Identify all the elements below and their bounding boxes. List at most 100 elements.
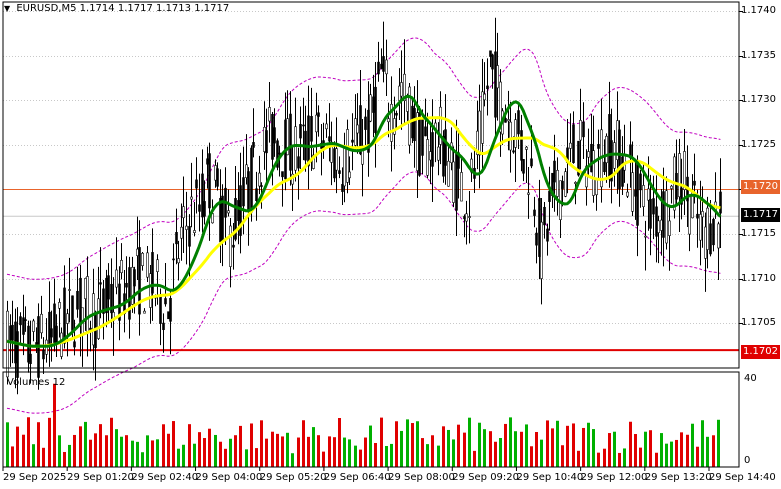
candle-body: [136, 248, 139, 256]
volume-bar: [42, 447, 45, 467]
volume-bar: [338, 418, 341, 467]
volume-bar: [224, 448, 227, 467]
candle-body: [390, 103, 393, 142]
candle-body: [361, 149, 364, 165]
candle-body: [242, 177, 245, 207]
candle-body: [68, 289, 71, 291]
volume-bar: [499, 437, 502, 467]
candle-body: [496, 65, 499, 89]
candle-body: [289, 113, 292, 171]
volume-bar: [328, 436, 331, 467]
time-axis-label: 29 Sep 05:20: [259, 472, 327, 483]
volume-bar: [540, 439, 543, 467]
volume-bar: [634, 434, 637, 467]
candle-body: [107, 275, 110, 300]
volume-bar: [691, 423, 694, 467]
time-axis-label: 29 Sep 12:00: [580, 472, 648, 483]
volume-bar: [561, 445, 564, 467]
volume-bar: [291, 453, 294, 467]
volume-bar: [680, 432, 683, 467]
volume-bar: [603, 448, 606, 467]
volume-bar: [452, 439, 455, 467]
candle-body: [533, 209, 536, 216]
candle-body: [50, 328, 53, 338]
candle-body: [597, 144, 600, 149]
volume-bar: [613, 431, 616, 467]
candle-body: [426, 139, 429, 176]
volume-bar: [6, 422, 9, 467]
candle-body: [587, 151, 590, 158]
chart-menu-triangle-icon[interactable]: ▼: [4, 4, 11, 13]
candle-body: [662, 191, 665, 238]
volume-bar: [369, 425, 372, 467]
volume-bar: [520, 431, 523, 467]
candle-body: [105, 277, 108, 314]
candle-body: [245, 164, 248, 179]
candle-body: [299, 124, 302, 139]
volume-bar: [182, 444, 185, 467]
volume-bar: [239, 425, 242, 467]
volume-bar: [99, 424, 102, 467]
candle-body: [364, 116, 367, 130]
candle-body: [312, 154, 315, 169]
candle-body: [16, 331, 19, 378]
volume-bar: [276, 433, 279, 467]
candle-body: [450, 142, 453, 163]
volume-bar: [265, 438, 268, 467]
volume-bar: [623, 448, 626, 467]
volume-bar: [53, 383, 56, 467]
candle-body: [424, 126, 427, 137]
volume-bar: [141, 452, 144, 467]
volume-bar: [546, 420, 549, 467]
candle-body: [55, 325, 58, 344]
candle-body: [258, 172, 261, 187]
volume-bar: [167, 433, 170, 467]
volume-bar: [587, 422, 590, 467]
candle-body: [439, 106, 442, 145]
time-axis-label: 29 Sep 04:00: [195, 472, 263, 483]
candle-body: [382, 56, 385, 72]
volume-bar: [582, 427, 585, 467]
candle-body: [403, 73, 406, 101]
candle-body: [460, 172, 463, 202]
price-axis-label: 1.1735: [741, 49, 776, 61]
candle-body: [252, 142, 255, 148]
time-axis-label: 29 Sep 08:00: [388, 472, 455, 483]
candle-body: [151, 252, 154, 294]
slow-moving-average: [6, 116, 721, 348]
price-panel-frame: [2, 1, 740, 369]
candle-body: [444, 129, 447, 166]
candle-body: [110, 283, 113, 314]
candle-body: [530, 158, 533, 167]
price-axis-label: 1.1705: [741, 316, 776, 328]
candle-body: [260, 185, 263, 187]
candle-body: [341, 184, 344, 192]
volume-bar: [535, 432, 538, 467]
candle-body: [175, 232, 178, 245]
candle-body: [58, 302, 61, 309]
candle-body: [678, 153, 681, 198]
candle-body: [317, 112, 320, 117]
time-axis-label: 29 Sep 09:20: [452, 472, 520, 483]
candle-body: [527, 192, 530, 195]
volume-bar: [463, 432, 466, 467]
candle-body: [504, 118, 507, 123]
volume-bar: [514, 431, 517, 467]
candle-body: [195, 179, 198, 189]
volume-bar: [551, 428, 554, 467]
candle-body: [180, 226, 183, 239]
volume-bar: [208, 428, 211, 467]
candle-body: [509, 121, 512, 151]
volume-bar: [234, 435, 237, 467]
volume-bar: [400, 430, 403, 467]
candle-body: [652, 198, 655, 215]
volume-bar: [307, 436, 310, 467]
volume-bar: [489, 431, 492, 467]
candle-body: [400, 82, 403, 97]
candle-body: [286, 118, 289, 156]
candle-body: [572, 124, 575, 164]
volume-bar: [260, 420, 263, 467]
candle-body: [543, 206, 546, 226]
